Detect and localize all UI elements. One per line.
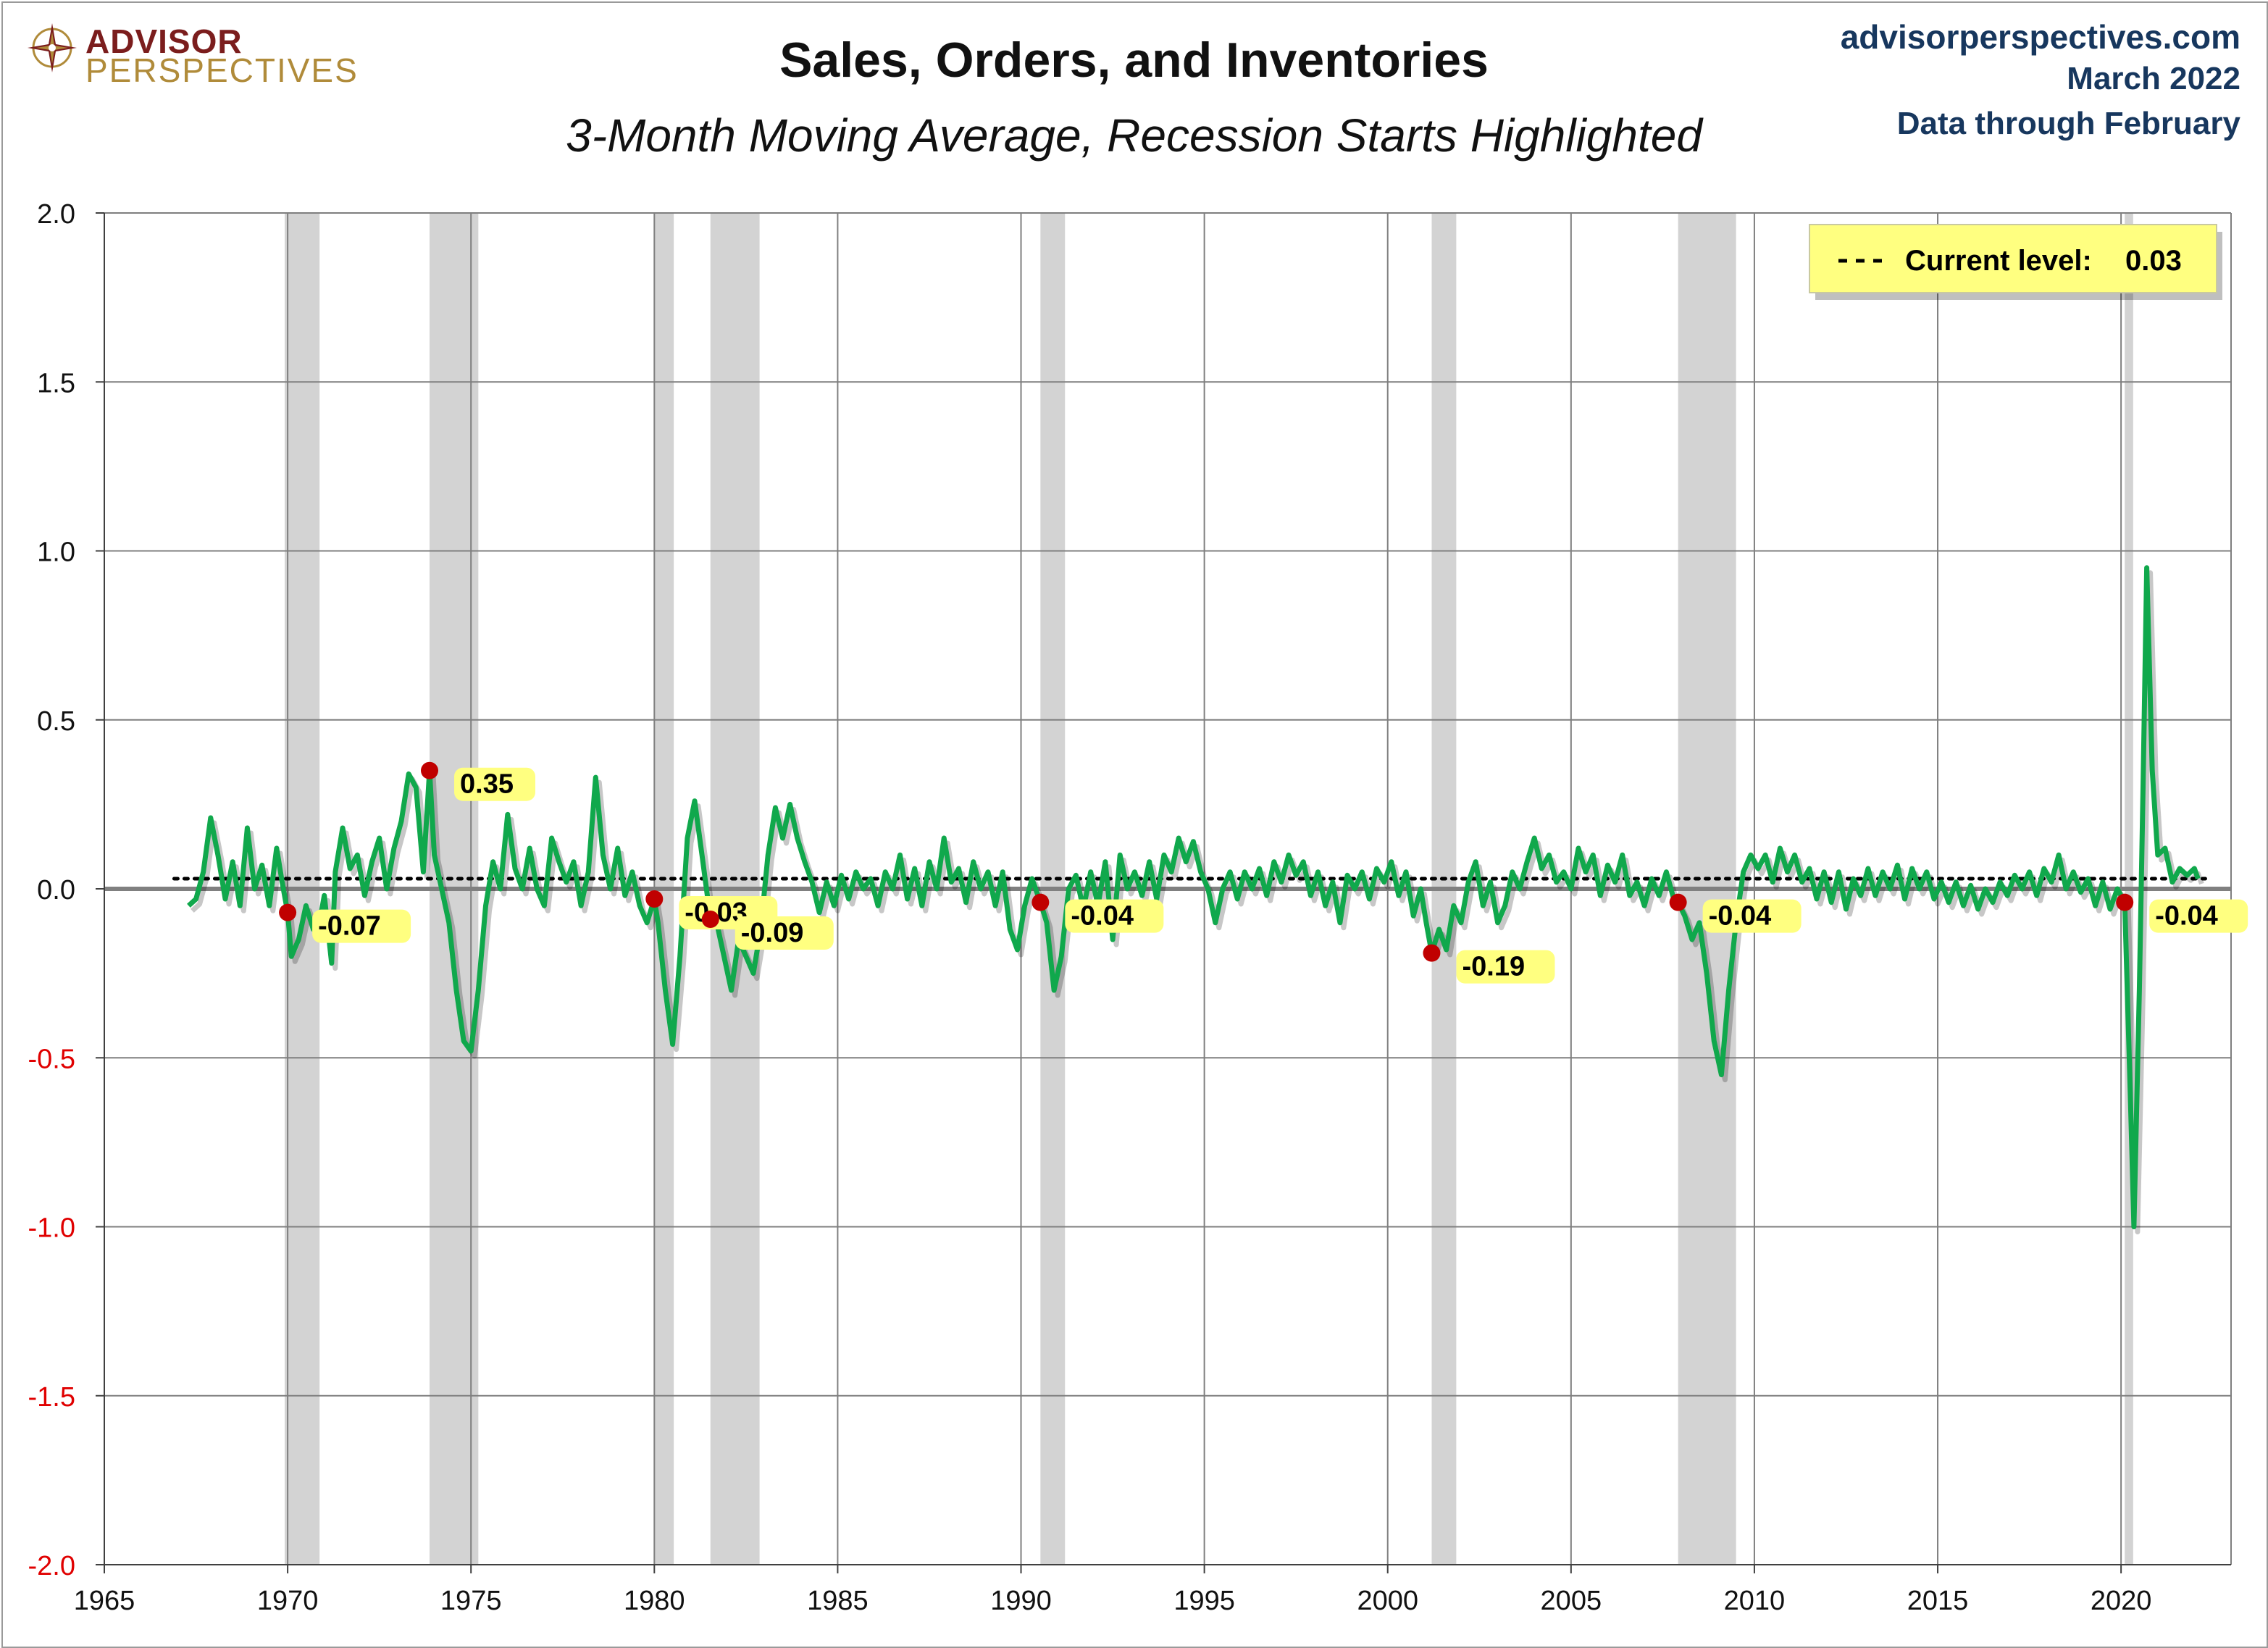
recession-start-callout: [454, 767, 536, 801]
y-tick-label: 2.0: [37, 199, 75, 230]
x-tick-label: 1985: [807, 1586, 869, 1616]
logo-wordmark-bottom: PERSPECTIVES: [85, 51, 359, 89]
source-site[interactable]: advisorperspectives.com: [1840, 18, 2240, 56]
legend: Current level: 0.03: [1809, 224, 2222, 300]
x-tick-label: 2005: [1541, 1586, 1602, 1616]
source-data-through: Data through February: [1896, 106, 2240, 141]
recession-start-callout: [2149, 899, 2248, 933]
y-tick-label: 1.5: [37, 368, 75, 398]
axes: 1965 1970 1975 1980 1985 1990 1995 2000 2005 2010…: [28, 199, 2231, 1616]
y-tick-label: -1.0: [28, 1213, 75, 1244]
y-tick-label: -0.5: [28, 1044, 75, 1074]
recession-start-marker: [1423, 944, 1441, 962]
x-tick-label: 1980: [624, 1586, 685, 1616]
recession-start-marker: [645, 890, 664, 908]
series-line: [187, 565, 2201, 1229]
compass-rose-icon: [28, 23, 77, 72]
y-tick-label: -1.5: [28, 1382, 75, 1413]
x-tick-label: 1990: [990, 1586, 1052, 1616]
recession-start-label: -0.04: [1071, 901, 1134, 932]
y-tick-label: 1.0: [37, 538, 75, 568]
chart-subtitle: 3-Month Moving Average, Recession Starts…: [566, 109, 1702, 162]
x-tick-label: 2000: [1357, 1586, 1418, 1616]
recession-start-callout: [312, 909, 411, 943]
recession-start-marker: [2116, 893, 2134, 911]
series-layer: [172, 565, 2207, 1234]
recession-start-marker: [1669, 893, 1687, 911]
recession-start-marker: [421, 761, 439, 779]
recession-start-marker: [1032, 893, 1050, 911]
legend-box: [1809, 224, 2217, 293]
x-tick-label: 1970: [257, 1586, 319, 1616]
y-tick-label: 0.5: [37, 706, 75, 737]
recession-start-label: -0.04: [1709, 901, 1772, 932]
y-tick-label: 0.0: [37, 875, 75, 905]
x-tick-label: 2015: [1907, 1586, 1969, 1616]
x-tick-label: 1995: [1173, 1586, 1235, 1616]
recession-start-label: -0.19: [1462, 952, 1525, 982]
x-tick-label: 2010: [1724, 1586, 1786, 1616]
recession-start-callout: [1065, 899, 1164, 933]
recession-start-callout: [735, 916, 834, 950]
chart-title: Sales, Orders, and Inventories: [779, 33, 1489, 88]
x-tick-label: 2020: [2091, 1586, 2152, 1616]
recession-start-label: -0.07: [318, 911, 381, 942]
x-tick-label: 1965: [74, 1586, 135, 1616]
recession-start-callout: [1702, 899, 1802, 933]
x-tick-label: 1975: [440, 1586, 502, 1616]
recession-start-label: -0.09: [741, 918, 804, 948]
series-line-shadow: [191, 570, 2204, 1234]
recession-start-markers: -0.070.35-0.03-0.09-0.04-0.19-0.04-0.04: [279, 761, 2248, 984]
source-date: March 2022: [2067, 61, 2240, 96]
recession-start-marker: [701, 910, 719, 928]
recession-start-callout: [1456, 950, 1555, 984]
y-tick-label: -2.0: [28, 1551, 75, 1581]
recession-start-label: -0.04: [2155, 901, 2218, 932]
legend-label: Current level:: [1905, 245, 2092, 277]
recession-start-label: 0.35: [460, 769, 514, 800]
logo-wordmark-top: ADVISOR: [85, 22, 243, 60]
recession-start-marker: [279, 903, 297, 921]
legend-value: 0.03: [2125, 245, 2182, 277]
